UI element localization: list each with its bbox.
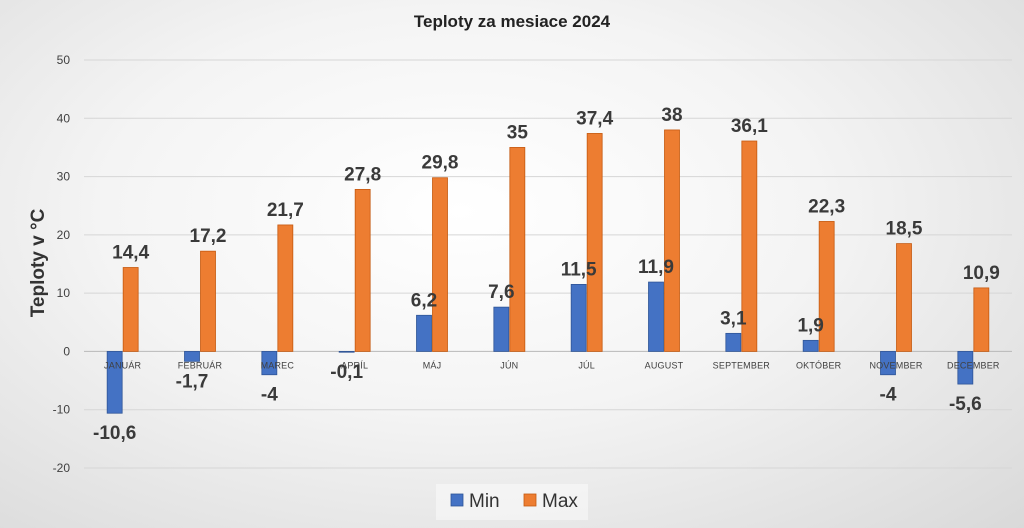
bar-max xyxy=(818,221,835,352)
bar-min xyxy=(338,351,355,353)
x-tick-label: APRÍL xyxy=(341,360,368,370)
bar-max xyxy=(509,147,526,352)
legend-swatch-min xyxy=(450,493,464,507)
bar-max xyxy=(122,267,139,352)
legend-swatch-max xyxy=(523,493,537,507)
data-labels: -10,6 -1,7 -4 -0,1 6,2 7,6 11,5 11,9 3,1 1,9 -4 -5,… xyxy=(93,105,1000,444)
x-tick-label: JÚN xyxy=(500,360,518,370)
data-label: 7,6 xyxy=(488,282,514,303)
bar-min xyxy=(802,339,819,352)
bar-min xyxy=(106,351,123,414)
x-tick-label: JÚL xyxy=(578,360,595,370)
bar-max xyxy=(664,129,680,352)
gridlines: -20 -10 0 10 20 30 40 50 xyxy=(53,53,1012,475)
y-tick-label: 30 xyxy=(57,170,71,184)
data-label: 36,1 xyxy=(731,116,768,137)
x-tick-label: JANUÁR xyxy=(104,360,142,370)
data-label: 11,9 xyxy=(638,257,674,278)
data-label: 1,9 xyxy=(797,315,823,336)
y-tick-label: 0 xyxy=(63,344,70,358)
bar-max xyxy=(277,224,294,352)
bar-max xyxy=(973,287,990,352)
x-axis-ticks: JANUÁR FEBRUÁR MAREC APRÍL MÁJ JÚN JÚL AUGUST SE… xyxy=(104,360,1000,370)
legend-label: Max xyxy=(542,491,578,512)
x-tick-label: MÁJ xyxy=(423,360,442,370)
data-label: -10,6 xyxy=(93,423,136,444)
bar-min xyxy=(648,281,664,352)
data-label: 22,3 xyxy=(808,196,845,217)
data-label: 14,4 xyxy=(112,242,149,263)
legend: Min Max xyxy=(436,484,588,520)
bar-max xyxy=(354,188,371,352)
data-label: 27,8 xyxy=(344,164,381,185)
bar-min xyxy=(184,351,200,362)
bar-min xyxy=(261,351,278,376)
data-label: 35 xyxy=(507,122,529,143)
bar-min xyxy=(957,351,974,385)
data-label: -4 xyxy=(261,385,278,406)
x-tick-label: SEPTEMBER xyxy=(713,360,771,370)
chart-title: Teploty za mesiace 2024 xyxy=(414,12,611,31)
data-label: 21,7 xyxy=(267,200,304,221)
bar-max xyxy=(586,133,603,352)
data-label: 17,2 xyxy=(190,226,227,247)
data-label: 29,8 xyxy=(422,153,459,174)
data-label: 10,9 xyxy=(963,263,1000,284)
data-label: 18,5 xyxy=(886,219,923,240)
bar-min xyxy=(416,314,432,352)
data-label: 6,2 xyxy=(411,290,437,311)
data-label: -1,7 xyxy=(176,371,209,392)
data-label: 37,4 xyxy=(576,108,613,129)
bar-min xyxy=(880,351,896,376)
y-axis-title: Teploty v °C xyxy=(28,208,49,317)
x-tick-label: FEBRUÁR xyxy=(178,360,223,370)
data-label: -5,6 xyxy=(949,394,982,415)
data-label: -0,1 xyxy=(330,362,363,383)
bar-min xyxy=(493,306,510,352)
bars xyxy=(106,129,990,414)
data-label: -4 xyxy=(880,385,897,406)
x-tick-label: MAREC xyxy=(261,360,295,370)
data-label: 11,5 xyxy=(561,259,597,280)
y-tick-label: 50 xyxy=(57,53,71,67)
y-tick-label: -10 xyxy=(53,403,71,417)
x-tick-label: AUGUST xyxy=(645,360,684,370)
bar-max xyxy=(896,243,912,352)
bar-max xyxy=(200,250,216,352)
x-tick-label: NOVEMBER xyxy=(869,360,922,370)
y-tick-label: 40 xyxy=(57,111,71,125)
bar-min xyxy=(725,332,742,352)
legend-label: Min xyxy=(469,491,500,512)
bar-max xyxy=(741,140,758,352)
y-tick-label: 20 xyxy=(57,228,71,242)
data-label: 3,1 xyxy=(720,308,747,329)
data-label: 38 xyxy=(661,105,682,126)
bar-max xyxy=(432,177,448,352)
bar-min xyxy=(570,283,587,352)
x-tick-label: OKTÓBER xyxy=(796,360,842,370)
x-tick-label: DECEMBER xyxy=(947,360,1000,370)
y-tick-label: -20 xyxy=(53,461,71,475)
y-tick-label: 10 xyxy=(57,286,71,300)
